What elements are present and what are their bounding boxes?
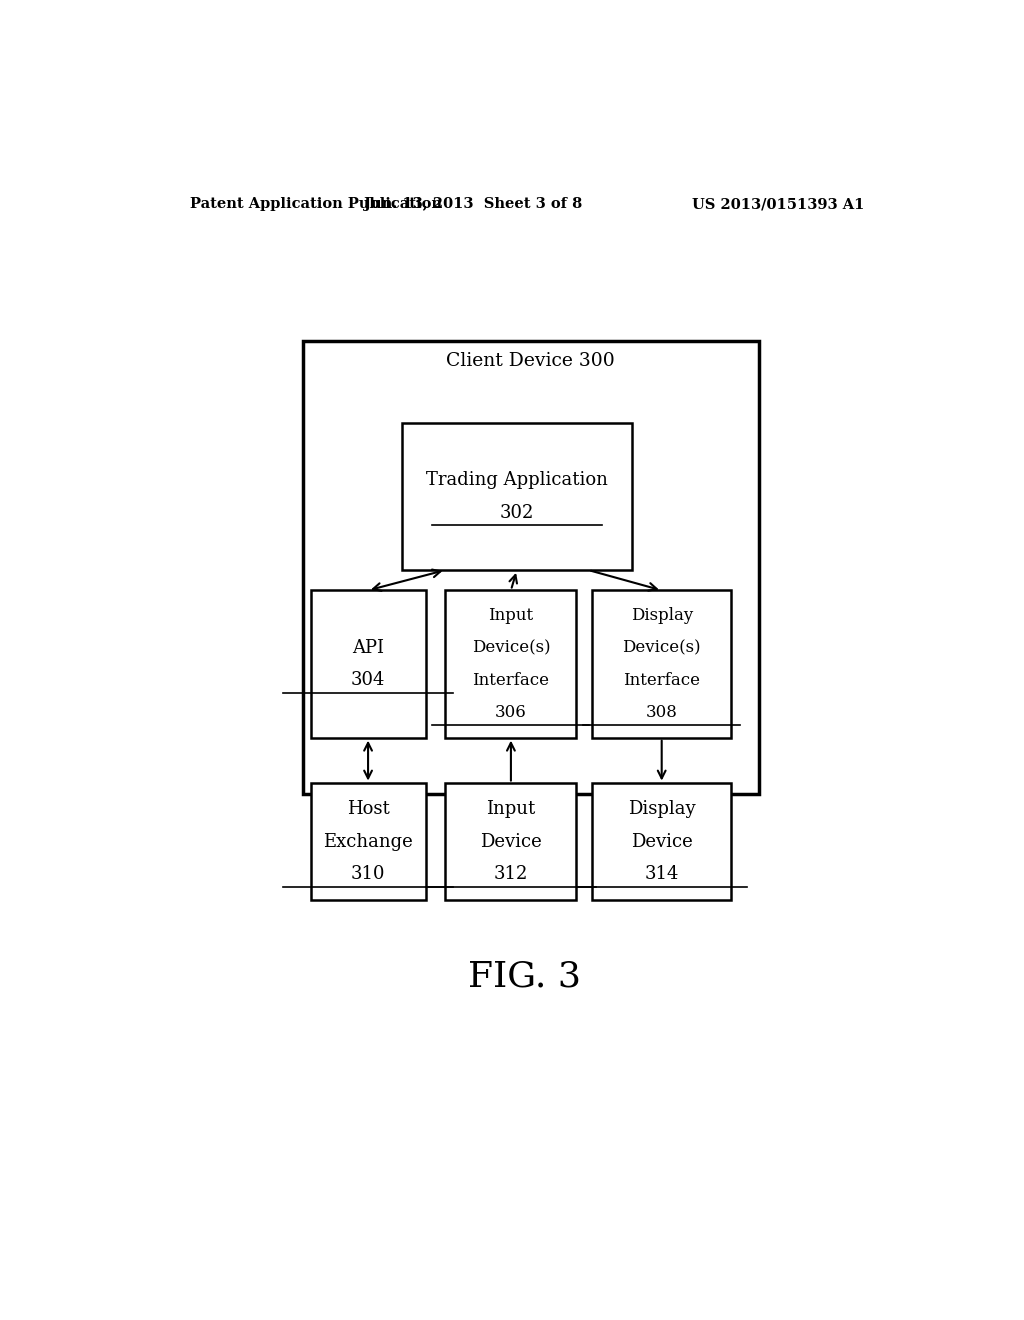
FancyBboxPatch shape [445,784,577,900]
Text: Exchange: Exchange [324,833,413,851]
Text: 302: 302 [500,504,535,521]
FancyBboxPatch shape [592,784,731,900]
Text: FIG. 3: FIG. 3 [468,960,582,994]
Text: 306: 306 [495,705,526,721]
Text: Trading Application: Trading Application [426,471,608,490]
Text: 314: 314 [644,866,679,883]
Text: Host: Host [347,800,389,818]
Text: Device: Device [631,833,692,851]
FancyBboxPatch shape [303,342,759,793]
FancyBboxPatch shape [310,590,426,738]
Text: Device: Device [480,833,542,851]
FancyBboxPatch shape [592,590,731,738]
Text: US 2013/0151393 A1: US 2013/0151393 A1 [692,197,864,211]
Text: Interface: Interface [472,672,550,689]
Text: Interface: Interface [624,672,700,689]
Text: Client Device 300: Client Device 300 [446,351,615,370]
Text: Display: Display [631,607,693,624]
FancyBboxPatch shape [310,784,426,900]
Text: Input: Input [486,800,536,818]
FancyBboxPatch shape [445,590,577,738]
Text: 308: 308 [646,705,678,721]
Text: 310: 310 [351,866,385,883]
Text: 304: 304 [351,672,385,689]
FancyBboxPatch shape [401,422,632,570]
Text: Device(s): Device(s) [472,639,550,656]
Text: 312: 312 [494,866,528,883]
Text: Patent Application Publication: Patent Application Publication [189,197,442,211]
Text: Jun. 13, 2013  Sheet 3 of 8: Jun. 13, 2013 Sheet 3 of 8 [365,197,583,211]
Text: Input: Input [488,607,534,624]
Text: API: API [352,639,384,657]
Text: Display: Display [628,800,695,818]
Text: Device(s): Device(s) [623,639,701,656]
